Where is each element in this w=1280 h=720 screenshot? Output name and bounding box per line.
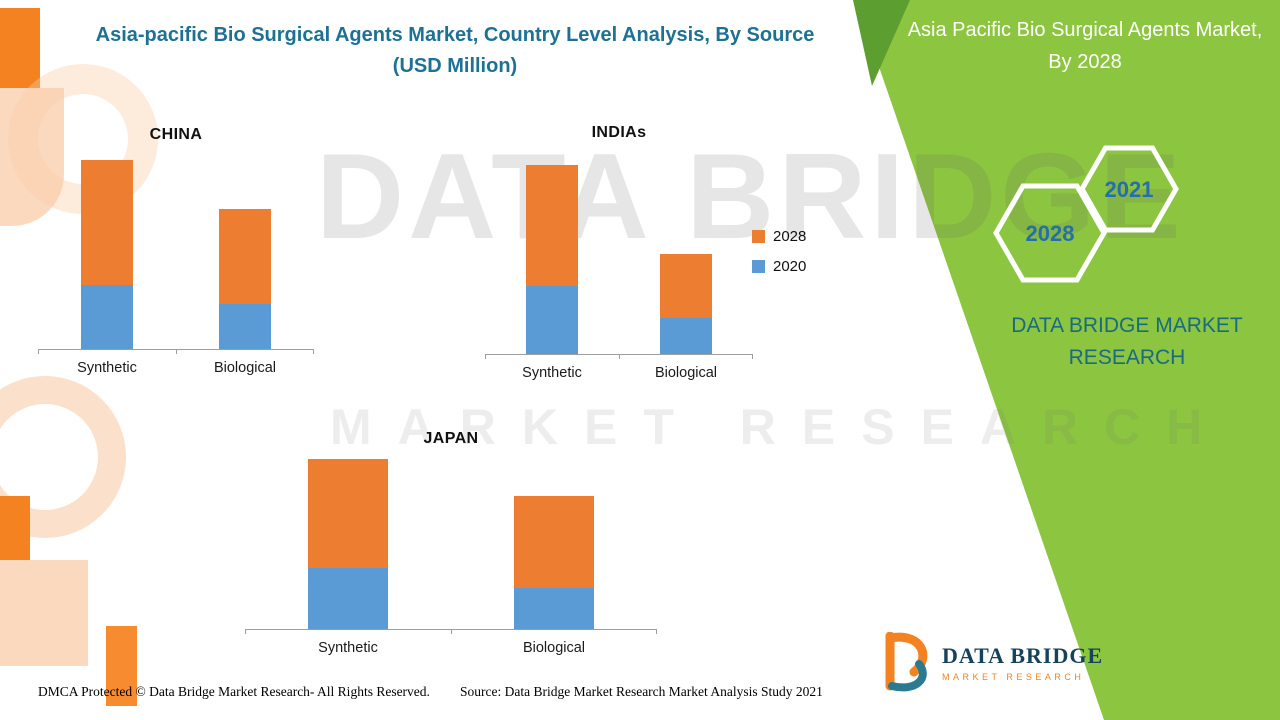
bar-segment-2020-synthetic <box>81 285 133 349</box>
bar-segment-2028-biological <box>219 209 271 304</box>
page-title-line2: (USD Million) <box>392 55 518 77</box>
legend-label-2028: 2028 <box>773 228 807 245</box>
chart-china: CHINA Synthetic Biological <box>38 124 314 376</box>
plot-area-china <box>38 150 314 354</box>
axis-tick <box>619 355 620 359</box>
page-title: Asia-pacific Bio Surgical Agents Market,… <box>40 20 870 82</box>
side-panel-title: Asia Pacific Bio Surgical Agents Market,… <box>907 19 1263 73</box>
category-label-biological: Biological <box>213 360 277 376</box>
data-bridge-logo-icon <box>885 632 928 692</box>
plot-area-japan <box>245 450 657 634</box>
category-cell-synthetic <box>485 155 619 354</box>
axis-tick <box>451 630 452 634</box>
plot-area-india <box>485 155 753 359</box>
chart-title-china: CHINA <box>149 126 203 143</box>
bar-segment-2028-synthetic <box>526 165 578 286</box>
bar-segment-2020-synthetic <box>526 286 578 354</box>
category-cell-biological <box>451 450 657 629</box>
decorative-peach-block-bottom <box>0 560 88 666</box>
category-cell-synthetic <box>38 150 176 349</box>
company-logo: DATA BRIDGE MARKET RESEARCH <box>878 632 1103 692</box>
category-labels-china: Synthetic Biological <box>38 360 314 376</box>
page-title-line1: Asia-pacific Bio Surgical Agents Market,… <box>95 24 815 46</box>
category-cell-biological <box>619 155 753 354</box>
source-note: Source: Data Bridge Market Research Mark… <box>460 684 823 699</box>
category-label-synthetic: Synthetic <box>77 360 137 376</box>
decorative-orange-square-mid <box>0 496 30 560</box>
legend-label-2020: 2020 <box>773 258 807 275</box>
chart-title-india: INDIAs <box>591 124 647 141</box>
category-label-synthetic: Synthetic <box>522 365 582 381</box>
category-label-synthetic: Synthetic <box>318 640 378 656</box>
legend-swatch-2028 <box>752 230 765 243</box>
bar-segment-2028-synthetic <box>308 459 388 568</box>
dmca-notice: DMCA Protected © Data Bridge Market Rese… <box>38 684 430 699</box>
legend-swatch-2020 <box>752 260 765 273</box>
stacked-bar-biological <box>514 496 594 629</box>
axis-tick <box>176 350 177 354</box>
legend-item-2020: 2020 <box>752 258 806 275</box>
bar-segment-2028-biological <box>660 254 712 318</box>
hexagon-year-2028: 2028 <box>1026 221 1075 246</box>
category-labels-japan: Synthetic Biological <box>245 640 657 656</box>
chart-japan: JAPAN Synthetic Biological <box>245 428 657 656</box>
category-labels-india: Synthetic Biological <box>485 365 753 381</box>
stacked-bar-synthetic <box>526 165 578 354</box>
logo-name: DATA BRIDGE <box>942 642 1104 668</box>
bar-segment-2020-synthetic <box>308 568 388 629</box>
category-label-biological: Biological <box>654 365 718 381</box>
bar-segment-2020-biological <box>514 588 594 629</box>
decorative-orange-bar-bottom <box>106 626 137 706</box>
stacked-bar-synthetic <box>308 459 388 629</box>
stacked-bar-synthetic <box>81 160 133 349</box>
bar-segment-2020-biological <box>660 318 712 354</box>
category-label-biological: Biological <box>522 640 586 656</box>
stacked-bar-biological <box>660 254 712 354</box>
bar-segment-2028-biological <box>514 496 594 588</box>
chart-legend: 2028 2020 <box>752 228 806 275</box>
decorative-orange-square-top <box>0 8 40 88</box>
logo-subtitle: MARKET RESEARCH <box>942 671 1085 682</box>
chart-title-japan: JAPAN <box>423 430 479 447</box>
bar-segment-2020-biological <box>219 304 271 349</box>
stacked-bar-biological <box>219 209 271 349</box>
category-cell-synthetic <box>245 450 451 629</box>
logo-text: DATA BRIDGE MARKET RESEARCH <box>942 643 1103 682</box>
legend-item-2028: 2028 <box>752 228 806 245</box>
hexagon-2021-icon <box>1079 145 1179 233</box>
brand-text: DATA BRIDGE MARKET RESEARCH <box>1011 314 1243 369</box>
hexagon-2028-icon <box>993 183 1107 283</box>
bar-segment-2028-synthetic <box>81 160 133 285</box>
category-cell-biological <box>176 150 314 349</box>
hexagon-year-2021: 2021 <box>1105 177 1154 202</box>
chart-india: INDIAs Synthetic Biological <box>485 122 753 381</box>
